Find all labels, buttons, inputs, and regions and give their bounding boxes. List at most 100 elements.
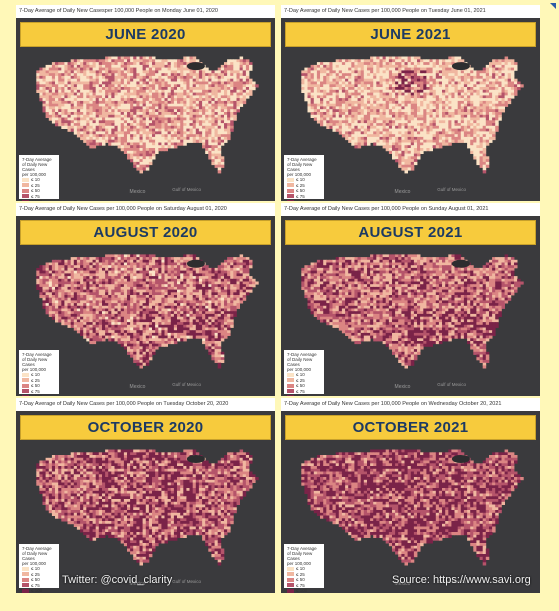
county-cell — [73, 270, 78, 274]
county-cell — [208, 267, 212, 271]
county-cell — [420, 70, 424, 74]
county-cell — [507, 67, 512, 71]
county-cell — [304, 73, 308, 77]
county-cell — [192, 136, 197, 141]
county-cell — [224, 62, 228, 66]
county-cell — [451, 136, 455, 141]
county-cell — [161, 270, 165, 274]
county-cell — [435, 109, 440, 113]
county-cell — [473, 109, 477, 113]
county-cell — [316, 81, 321, 85]
county-cell — [429, 95, 433, 99]
county-cell — [108, 67, 112, 71]
county-cell — [51, 265, 56, 269]
county-cell — [67, 259, 71, 263]
county-cell — [73, 87, 78, 91]
county-cell — [164, 73, 168, 77]
county-cell — [148, 84, 153, 88]
county-cell — [373, 59, 377, 63]
county-cell — [98, 128, 103, 132]
county-cell — [489, 134, 493, 138]
county-cell — [133, 273, 137, 277]
county-cell — [376, 134, 380, 138]
county-cell — [83, 92, 87, 96]
county-cell — [152, 56, 156, 60]
county-cell — [335, 114, 340, 118]
county-cell — [495, 114, 499, 118]
county-cell — [438, 67, 443, 71]
county-cell — [177, 278, 181, 282]
county-cell — [335, 89, 340, 93]
county-cell — [92, 98, 97, 102]
county-cell — [98, 92, 103, 96]
county-cell — [76, 281, 81, 285]
county-cell — [139, 170, 143, 174]
county-cell — [227, 75, 231, 80]
county-cell — [183, 254, 187, 258]
county-cell — [161, 142, 165, 146]
county-cell — [142, 123, 147, 127]
county-cell — [242, 78, 247, 82]
map-header: 7-Day Average of Daily New Cases per 100… — [281, 5, 540, 18]
county-cell — [423, 128, 427, 132]
county-cell — [189, 125, 193, 129]
county-cell — [67, 62, 71, 66]
county-cell — [454, 75, 458, 80]
county-cell — [73, 123, 78, 127]
county-cell — [39, 89, 43, 93]
county-cell — [76, 112, 81, 116]
county-cell — [133, 112, 137, 116]
county-cell — [413, 145, 418, 149]
county-cell — [370, 70, 374, 74]
county-cell — [498, 114, 502, 118]
county-cell — [432, 78, 437, 82]
county-cell — [485, 103, 490, 107]
county-cell — [183, 281, 187, 285]
county-cell — [39, 98, 43, 102]
county-cell — [36, 284, 40, 288]
county-cell — [70, 259, 75, 263]
county-cell — [158, 109, 162, 113]
county-cell — [55, 75, 59, 80]
county-cell — [133, 84, 137, 88]
county-cell — [341, 109, 346, 113]
county-cell — [332, 70, 336, 74]
county-cell — [105, 89, 109, 93]
county-cell — [142, 92, 147, 96]
county-cell — [83, 259, 87, 263]
county-cell — [51, 78, 56, 82]
county-cell — [454, 123, 458, 127]
county-cell — [195, 134, 200, 138]
county-cell — [167, 67, 172, 71]
county-cell — [211, 145, 215, 149]
county-cell — [161, 89, 165, 93]
county-cell — [345, 87, 349, 91]
county-cell — [80, 265, 84, 269]
county-cell — [48, 78, 53, 82]
county-cell — [70, 92, 75, 96]
county-cell — [123, 284, 128, 288]
county-cell — [123, 142, 128, 146]
county-cell — [392, 114, 396, 118]
county-cell — [133, 284, 137, 288]
county-cell — [357, 89, 362, 93]
county-cell — [192, 98, 197, 102]
county-cell — [180, 84, 184, 88]
county-cell — [180, 278, 184, 282]
county-cell — [48, 278, 53, 282]
county-cell — [111, 131, 115, 135]
county-cell — [148, 276, 153, 280]
county-cell — [114, 112, 118, 116]
county-cell — [316, 87, 321, 91]
county-cell — [410, 62, 415, 66]
county-cell — [108, 265, 112, 269]
county-cell — [183, 139, 187, 143]
county-cell — [170, 73, 175, 77]
county-cell — [401, 89, 405, 93]
county-cell — [470, 128, 474, 132]
county-cell — [445, 81, 449, 85]
county-cell — [202, 75, 206, 80]
county-cell — [133, 254, 137, 258]
county-cell — [242, 89, 247, 93]
county-cell — [301, 70, 305, 74]
